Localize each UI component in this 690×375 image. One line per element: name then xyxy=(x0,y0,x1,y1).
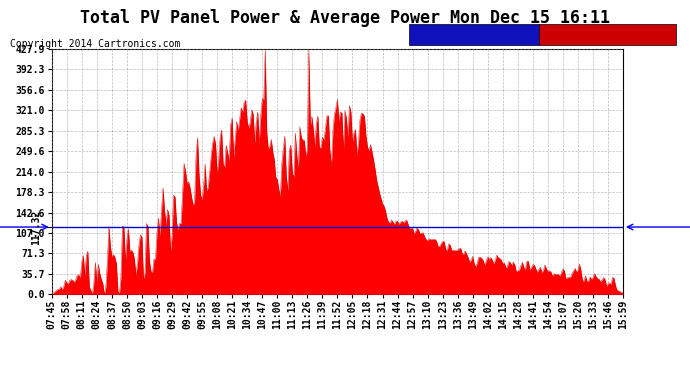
Text: PV Panels  (DC Watts): PV Panels (DC Watts) xyxy=(552,30,662,39)
Text: Total PV Panel Power & Average Power Mon Dec 15 16:11: Total PV Panel Power & Average Power Mon… xyxy=(80,9,610,27)
Text: Copyright 2014 Cartronics.com: Copyright 2014 Cartronics.com xyxy=(10,39,181,50)
Text: Average  (DC Watts): Average (DC Watts) xyxy=(424,30,524,39)
